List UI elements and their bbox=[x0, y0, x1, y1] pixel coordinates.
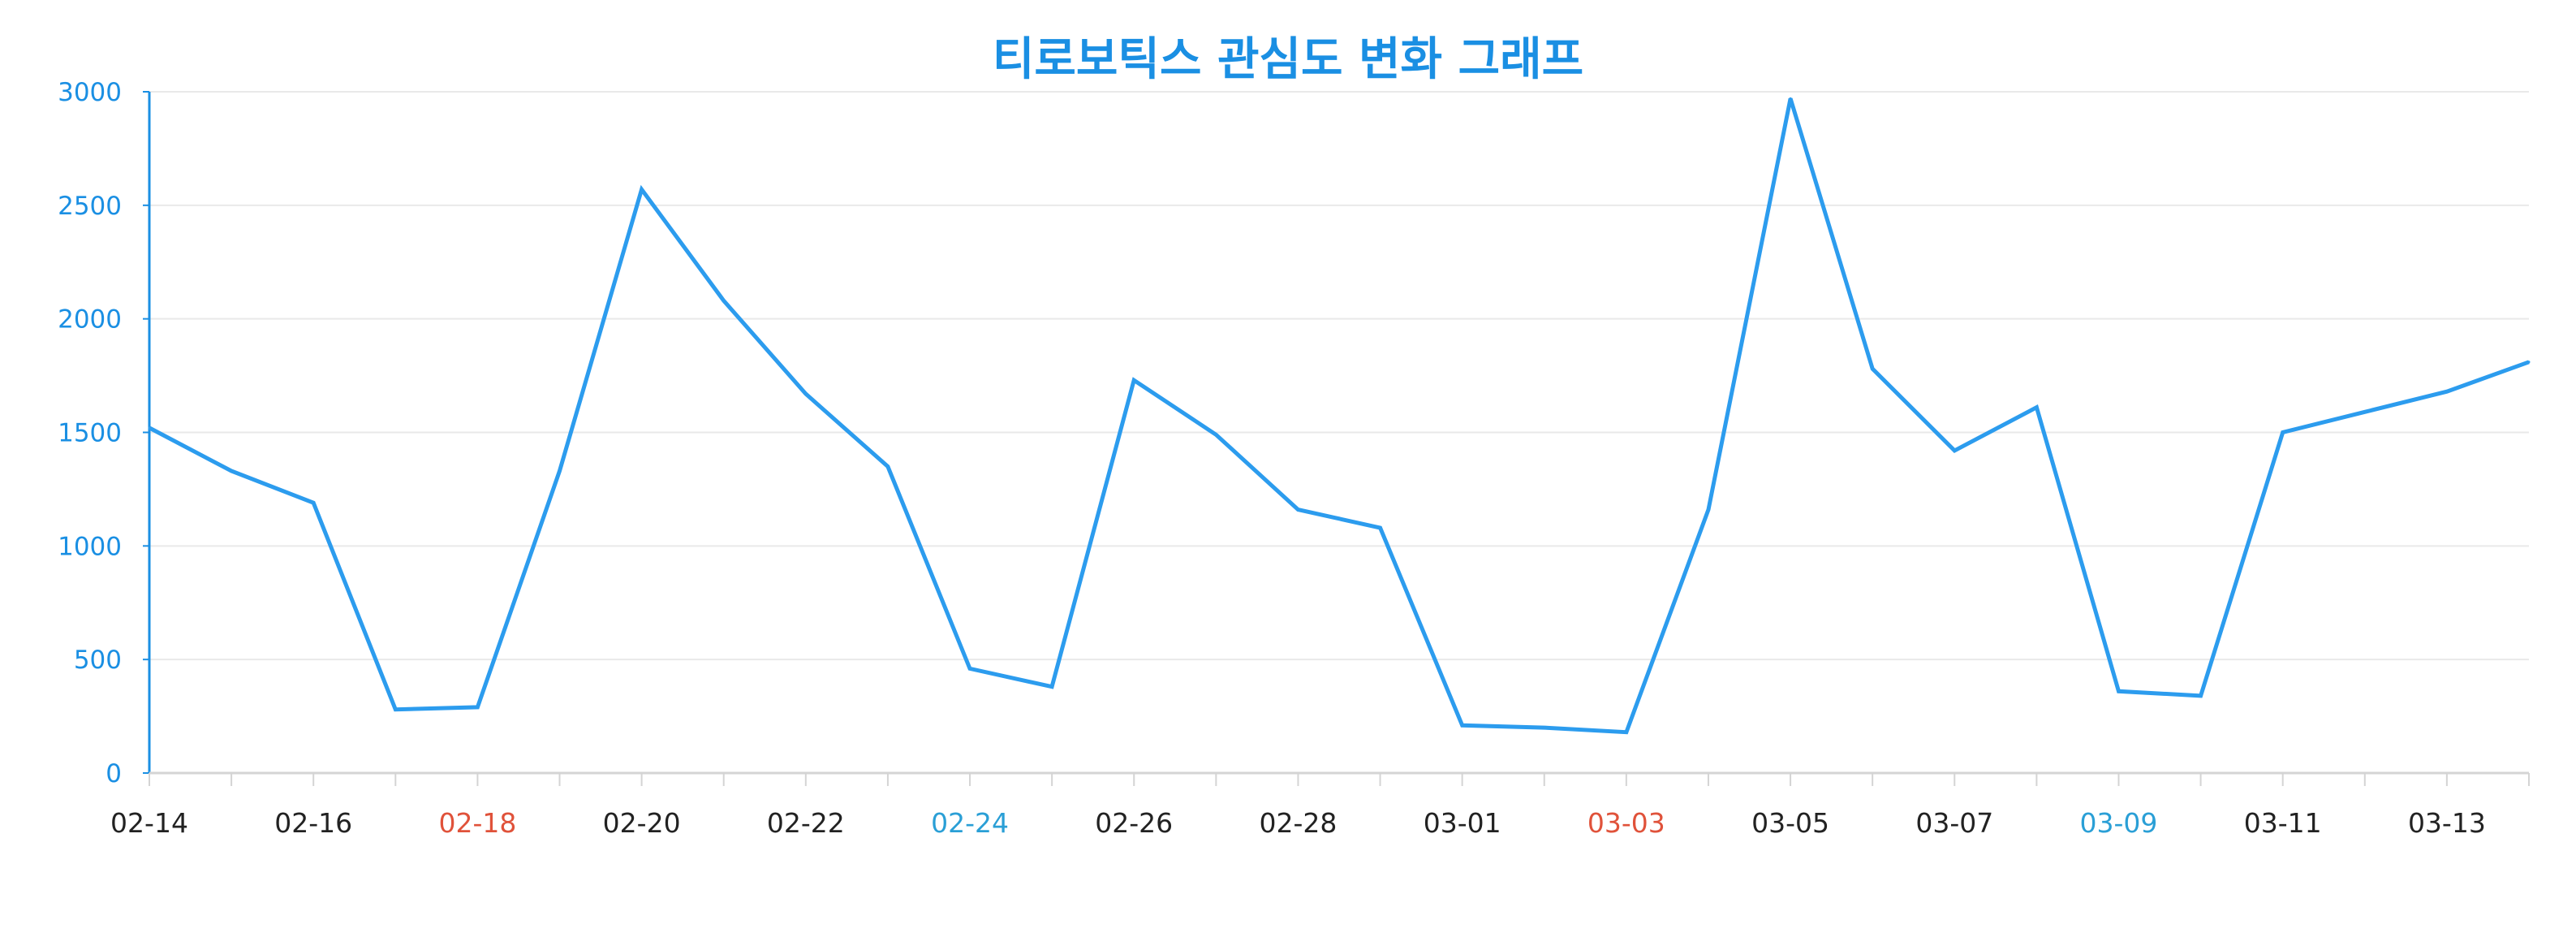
x-tick-label: 02-16 bbox=[274, 807, 352, 839]
data-point bbox=[1296, 508, 1299, 512]
data-point bbox=[2363, 410, 2367, 413]
data-point bbox=[2445, 390, 2449, 393]
x-tick-label: 02-24 bbox=[931, 807, 1009, 839]
x-tick-label: 02-26 bbox=[1095, 807, 1173, 839]
x-tick-label: 03-03 bbox=[1587, 807, 1665, 839]
data-point bbox=[968, 667, 971, 670]
data-point bbox=[312, 501, 315, 504]
data-point bbox=[1379, 526, 1382, 529]
x-tick-label: 03-01 bbox=[1424, 807, 1501, 839]
x-tick-label: 02-14 bbox=[110, 807, 188, 839]
x-tick-label: 02-18 bbox=[438, 807, 516, 839]
y-tick-label: 2000 bbox=[58, 305, 122, 335]
data-point bbox=[886, 464, 890, 468]
data-point bbox=[1543, 726, 1546, 729]
x-tick-label: 03-09 bbox=[2080, 807, 2158, 839]
x-tick-label: 02-22 bbox=[767, 807, 845, 839]
data-point bbox=[558, 469, 562, 473]
data-point bbox=[1953, 449, 1956, 452]
data-point bbox=[804, 392, 808, 395]
y-tick-label: 1000 bbox=[58, 532, 122, 561]
data-point bbox=[2035, 406, 2038, 409]
x-tick-label: 02-28 bbox=[1260, 807, 1338, 839]
x-tick-label: 03-11 bbox=[2244, 807, 2322, 839]
data-point bbox=[2281, 431, 2285, 434]
data-point bbox=[476, 706, 479, 709]
data-point bbox=[1871, 367, 1874, 370]
x-tick-label: 03-05 bbox=[1751, 807, 1829, 839]
data-point bbox=[1214, 433, 1217, 436]
data-point bbox=[2527, 361, 2531, 364]
data-point bbox=[640, 188, 644, 191]
x-tick-label: 03-13 bbox=[2408, 807, 2486, 839]
x-tick-label: 03-07 bbox=[1915, 807, 1993, 839]
data-point bbox=[1707, 508, 1710, 512]
data-point bbox=[722, 299, 726, 302]
data-point bbox=[148, 426, 151, 430]
y-tick-label: 1500 bbox=[58, 419, 122, 448]
data-point bbox=[1789, 97, 1792, 100]
y-tick-label: 0 bbox=[106, 759, 122, 788]
data-point bbox=[1050, 685, 1053, 689]
chart-title: 티로보틱스 관심도 변화 그래프 bbox=[992, 33, 1584, 86]
data-point bbox=[394, 708, 397, 711]
y-tick-label: 500 bbox=[74, 646, 122, 675]
x-tick-label: 02-20 bbox=[603, 807, 681, 839]
data-point bbox=[1625, 731, 1628, 734]
series-line bbox=[148, 97, 2530, 735]
y-tick-label: 2500 bbox=[58, 192, 122, 221]
data-point bbox=[2117, 689, 2120, 693]
data-point bbox=[230, 469, 233, 473]
y-tick-label: 3000 bbox=[58, 78, 122, 107]
data-point bbox=[1132, 378, 1135, 382]
data-point bbox=[2199, 694, 2203, 698]
data-point bbox=[1461, 724, 1464, 727]
